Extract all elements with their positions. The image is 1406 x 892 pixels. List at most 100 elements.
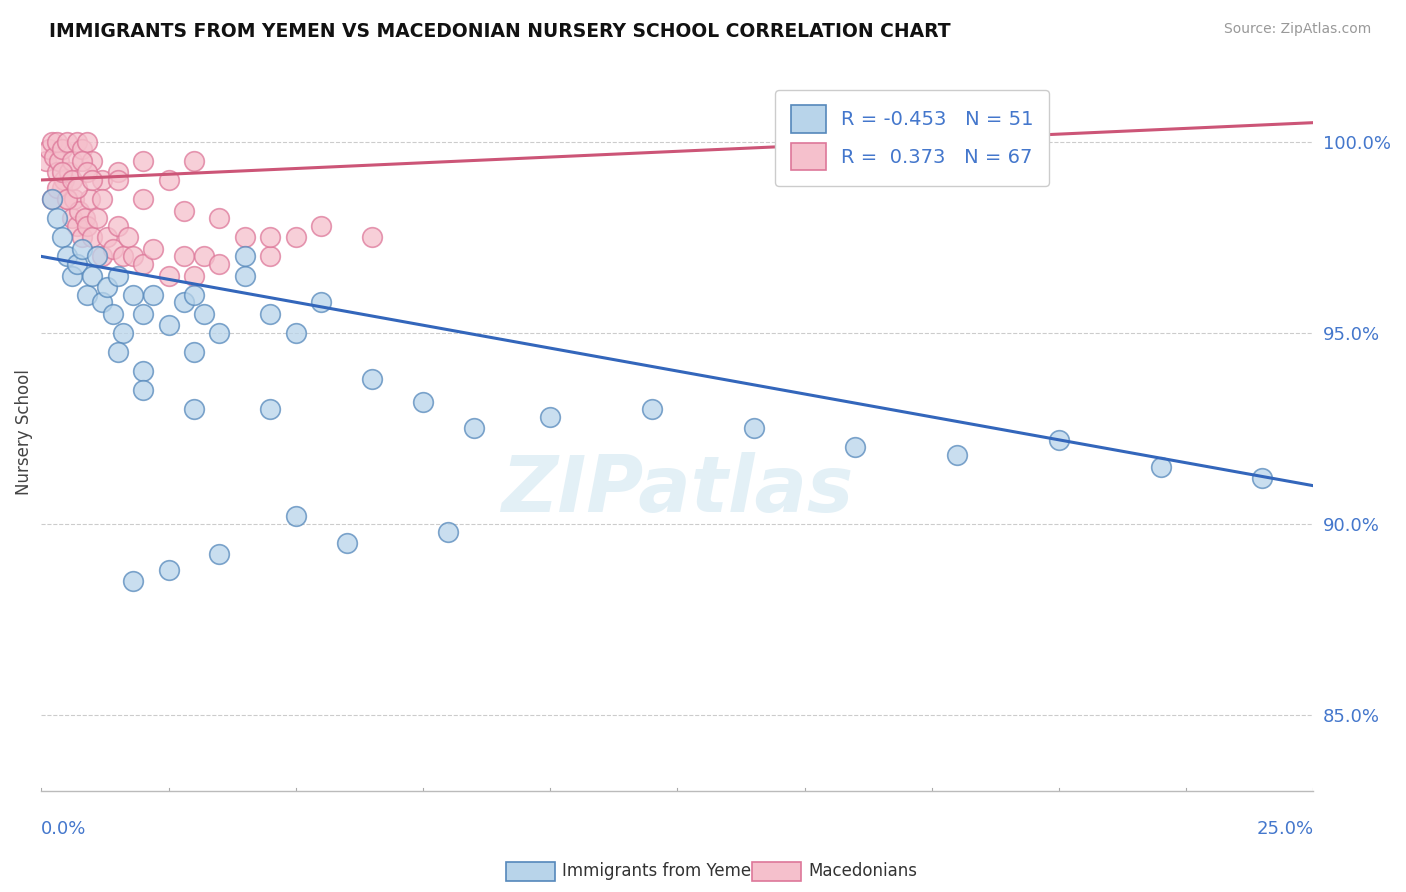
Y-axis label: Nursery School: Nursery School [15,369,32,495]
Point [35,153,58,168]
Point [53,173,76,187]
Point [142,287,165,301]
Point [122,249,145,263]
Text: 25.0%: 25.0% [1256,820,1313,838]
Point [82,153,104,168]
Point [132,153,155,168]
Point [208,257,231,271]
Point [96,280,118,294]
Text: Source: ZipAtlas.com: Source: ZipAtlas.com [1223,22,1371,37]
Point [76,135,98,149]
Point [1251,471,1274,485]
Point [132,364,155,378]
Point [183,268,205,283]
Point [55,135,77,149]
Point [208,548,231,562]
Text: ZIPatlas: ZIPatlas [501,451,853,528]
Point [66,135,89,149]
Text: Immigrants from Yemen: Immigrants from Yemen [562,863,762,880]
Point [70,230,93,244]
Point [45,165,67,179]
Point [208,211,231,226]
Point [107,345,129,359]
Point [336,536,359,550]
Point [41,192,63,206]
Point [742,421,765,435]
Point [361,372,384,386]
Point [91,249,114,263]
Point [51,230,73,244]
Point [38,142,60,156]
Point [60,211,83,226]
Point [51,180,73,194]
Point [63,192,86,206]
Point [183,153,205,168]
Point [91,173,114,187]
Point [132,383,155,397]
Point [538,409,561,424]
Point [45,180,67,194]
Point [101,242,124,256]
Point [173,203,195,218]
Point [101,307,124,321]
Point [233,249,256,263]
Point [122,574,145,589]
Point [183,287,205,301]
Point [844,441,866,455]
Point [309,219,332,233]
Point [41,135,63,149]
Point [55,192,77,206]
Point [284,230,307,244]
Point [132,192,155,206]
Point [66,219,89,233]
Point [259,249,281,263]
Point [91,295,114,310]
Point [412,394,434,409]
Point [42,150,65,164]
Point [82,173,104,187]
Point [58,165,80,179]
Point [259,307,281,321]
Point [208,326,231,340]
Point [183,402,205,417]
Point [82,230,104,244]
Point [86,249,108,263]
Legend: R = -0.453   N = 51, R =  0.373   N = 67: R = -0.453 N = 51, R = 0.373 N = 67 [775,90,1049,186]
Point [86,211,108,226]
Point [107,268,129,283]
Point [157,173,180,187]
Point [1047,433,1070,447]
Point [60,173,83,187]
Point [259,402,281,417]
Point [69,203,91,218]
Point [157,563,180,577]
Point [361,230,384,244]
Point [132,257,155,271]
Point [107,173,129,187]
Point [111,249,134,263]
Point [55,192,77,206]
Point [233,268,256,283]
Point [946,448,969,462]
Point [41,192,63,206]
Point [157,268,180,283]
Point [183,345,205,359]
Point [91,192,114,206]
Point [117,230,139,244]
Point [66,257,89,271]
Point [51,165,73,179]
Point [60,268,83,283]
Point [73,211,96,226]
Point [76,165,98,179]
Point [60,153,83,168]
Point [70,153,93,168]
Text: IMMIGRANTS FROM YEMEN VS MACEDONIAN NURSERY SCHOOL CORRELATION CHART: IMMIGRANTS FROM YEMEN VS MACEDONIAN NURS… [49,22,950,41]
Point [284,326,307,340]
Point [173,295,195,310]
Point [193,307,215,321]
Point [45,135,67,149]
Point [79,192,101,206]
Point [193,249,215,263]
Point [641,402,664,417]
Point [70,142,93,156]
